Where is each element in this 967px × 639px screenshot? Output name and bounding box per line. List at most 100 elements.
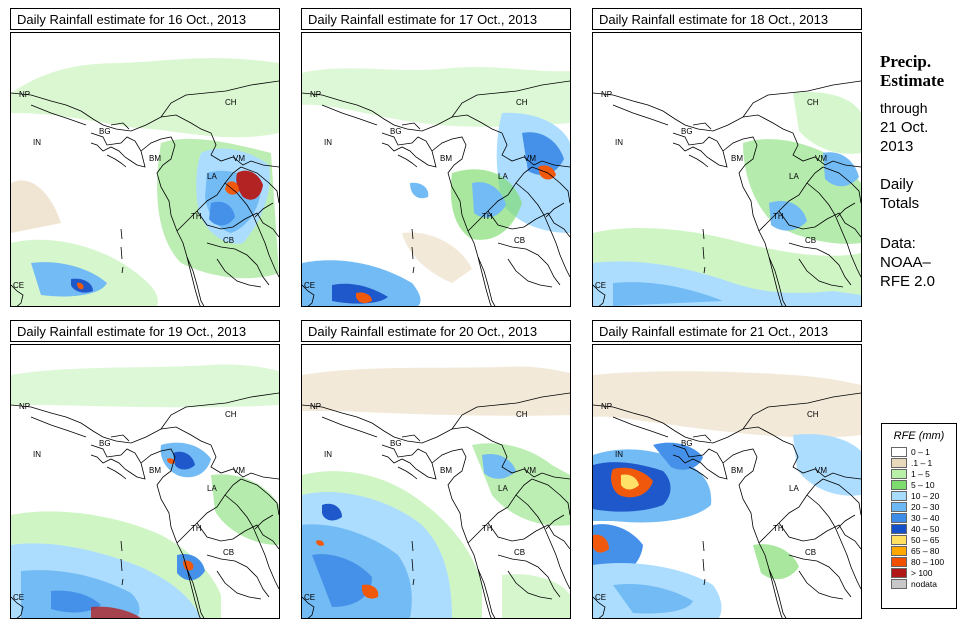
legend-item: 30 – 40	[891, 512, 956, 523]
label-la: LA	[789, 172, 799, 181]
label-ch: CH	[516, 410, 528, 419]
label-la: LA	[207, 172, 217, 181]
label-bm: BM	[440, 466, 452, 475]
legend-swatch	[891, 567, 907, 578]
legend-swatch	[891, 523, 907, 534]
label-in: IN	[33, 450, 41, 459]
label-bm: BM	[149, 466, 161, 475]
rainfall-map: NP IN BG BM CH VM LA TH CB CE	[10, 344, 280, 619]
panel-title: Daily Rainfall estimate for 18 Oct., 201…	[592, 8, 862, 30]
side-daily: Daily Totals	[880, 175, 919, 213]
label-bg: BG	[390, 127, 402, 136]
label-th: TH	[773, 212, 784, 221]
label-th: TH	[191, 524, 202, 533]
label-ch: CH	[516, 98, 528, 107]
legend-label: 0 – 1	[911, 446, 930, 457]
rainfall-panel-19oct: Daily Rainfall estimate for 19 Oct., 201…	[10, 320, 282, 619]
label-ce: CE	[13, 593, 24, 602]
data-label: Data:	[880, 235, 916, 252]
heading-precip: Precip.	[880, 52, 932, 71]
label-cb: CB	[223, 548, 234, 557]
panel-title: Daily Rainfall estimate for 21 Oct., 201…	[592, 320, 862, 342]
label-th: TH	[482, 212, 493, 221]
label-vm: VM	[815, 466, 827, 475]
label-bm: BM	[731, 466, 743, 475]
side-data: Data: NOAA– RFE 2.0	[880, 234, 935, 291]
legend-swatch	[891, 578, 907, 589]
label-np: NP	[19, 402, 30, 411]
label-bg: BG	[390, 439, 402, 448]
legend-item: .1 – 1	[891, 457, 956, 468]
legend-item: > 100	[891, 567, 956, 578]
rainfall-panel-18oct: Daily Rainfall estimate for 18 Oct., 201…	[592, 8, 864, 307]
legend-item: 5 – 10	[891, 479, 956, 490]
label-in: IN	[615, 450, 623, 459]
label-cb: CB	[223, 236, 234, 245]
legend-label: 20 – 30	[911, 501, 940, 512]
legend-item: nodata	[891, 578, 956, 589]
legend-label: .1 – 1	[911, 457, 933, 468]
label-la: LA	[789, 484, 799, 493]
legend-item: 80 – 100	[891, 556, 956, 567]
legend-item: 50 – 65	[891, 534, 956, 545]
label-ce: CE	[13, 281, 24, 290]
side-through: through 21 Oct. 2013	[880, 99, 928, 156]
label-th: TH	[482, 524, 493, 533]
label-cb: CB	[805, 236, 816, 245]
rainfall-map: NP IN BG BM CH VM LA TH CB CE	[301, 344, 571, 619]
label-bg: BG	[681, 439, 693, 448]
label-cb: CB	[805, 548, 816, 557]
legend-swatch	[891, 512, 907, 523]
legend-label: 30 – 40	[911, 512, 940, 523]
label-cb: CB	[514, 548, 525, 557]
label-cb: CB	[514, 236, 525, 245]
label-bg: BG	[99, 127, 111, 136]
legend-item: 20 – 30	[891, 501, 956, 512]
label-vm: VM	[524, 154, 536, 163]
rainfall-map: NP IN BG BM CH VM LA TH CB CE	[301, 32, 571, 307]
label-np: NP	[601, 402, 612, 411]
label-np: NP	[310, 90, 321, 99]
legend-label: 80 – 100	[911, 556, 945, 567]
legend-label: 10 – 20	[911, 490, 940, 501]
source-rfe: RFE 2.0	[880, 273, 936, 290]
panel-title: Daily Rainfall estimate for 17 Oct., 201…	[301, 8, 571, 30]
label-np: NP	[601, 90, 612, 99]
label-bg: BG	[681, 127, 693, 136]
label-ce: CE	[595, 593, 606, 602]
legend-title: RFE (mm)	[893, 430, 945, 442]
label-bg: BG	[99, 439, 111, 448]
label-th: TH	[773, 524, 784, 533]
legend-swatch	[891, 468, 907, 479]
side-heading: Precip. Estimate	[880, 52, 944, 90]
rainfall-panel-17oct: Daily Rainfall estimate for 17 Oct., 201…	[301, 8, 573, 307]
label-vm: VM	[524, 466, 536, 475]
legend-item: 10 – 20	[891, 490, 956, 501]
rainfall-panel-16oct: Daily Rainfall estimate for 16 Oct., 201…	[10, 8, 282, 307]
legend-label: nodata	[911, 578, 937, 589]
label-in: IN	[33, 138, 41, 147]
legend-swatch	[891, 501, 907, 512]
legend-swatch	[891, 446, 907, 457]
label-ch: CH	[807, 410, 819, 419]
label-in: IN	[324, 138, 332, 147]
legend-swatch	[891, 545, 907, 556]
legend-item: 0 – 1	[891, 446, 956, 457]
rainfall-panel-21oct: Daily Rainfall estimate for 21 Oct., 201…	[592, 320, 864, 619]
label-ce: CE	[595, 281, 606, 290]
label-in: IN	[324, 450, 332, 459]
legend-label: > 100	[911, 567, 933, 578]
legend-label: 65 – 80	[911, 545, 940, 556]
legend-swatch	[891, 457, 907, 468]
label-la: LA	[498, 484, 508, 493]
legend-item: 65 – 80	[891, 545, 956, 556]
rainfall-panel-20oct: Daily Rainfall estimate for 20 Oct., 201…	[301, 320, 573, 619]
through-year: 2013	[880, 138, 914, 155]
rainfall-map: NP IN BG BM CH VM LA TH CB CE	[10, 32, 280, 307]
heading-estimate: Estimate	[880, 71, 945, 90]
totals-label: Totals	[880, 195, 920, 212]
legend-label: 1 – 5	[911, 468, 930, 479]
label-vm: VM	[233, 154, 245, 163]
